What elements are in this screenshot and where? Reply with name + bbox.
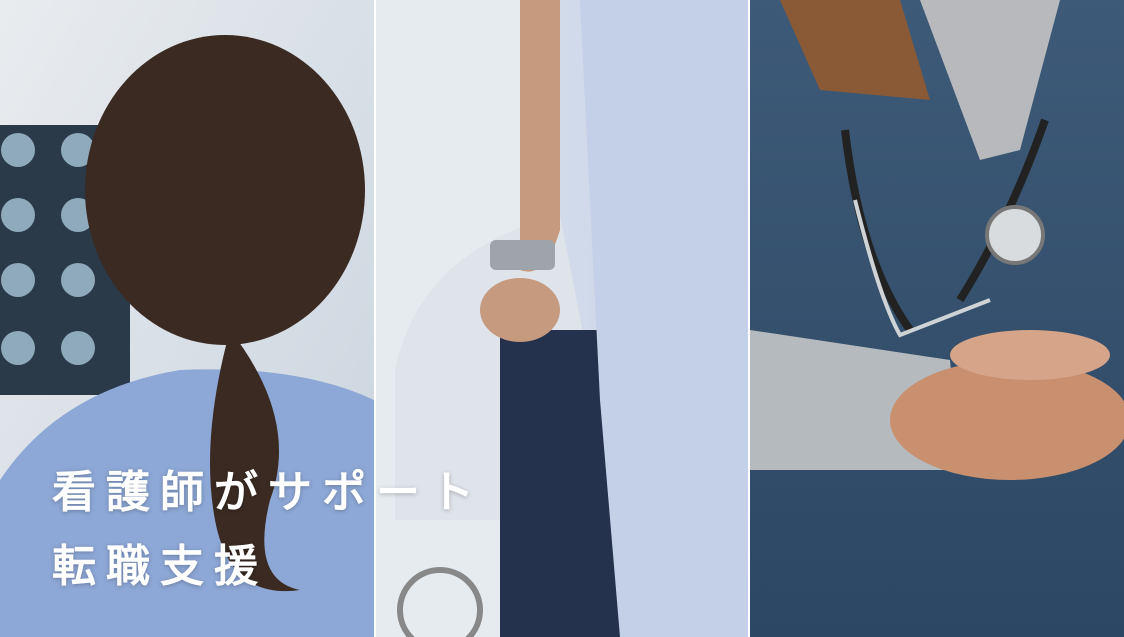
photo-left xyxy=(0,0,374,637)
hero-line: 転職支援 xyxy=(52,541,268,592)
hero-line: 看護師がサポート xyxy=(52,467,484,518)
photo-middle xyxy=(376,0,748,637)
hero-copy: 看護師がサポート 転職支援 xyxy=(52,456,484,604)
photo-right xyxy=(750,0,1124,637)
